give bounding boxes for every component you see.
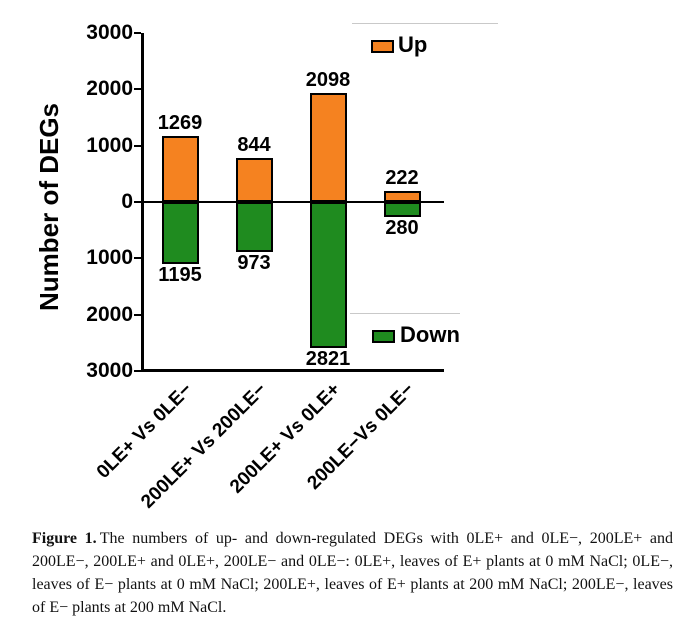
deg-bar-chart: Number of DEGs 3000 2000 1000 0 1000 2000 3000… [34,21,498,513]
y-axis-line [141,33,144,372]
y-tick-mark [134,369,141,372]
y-tick-label: 2000 [86,77,133,101]
y-tick-label: 2000 [86,302,133,326]
x-category-label: 200LE+ Vs 200LE− [137,379,271,513]
legend-down-swatch [372,330,395,343]
down-value-label: 2821 [305,348,351,371]
y-tick-label: 3000 [86,21,133,44]
down-value-label: 280 [385,216,419,239]
legend-up-box-edge [352,23,498,24]
bar-up-segment [383,190,421,202]
x-axis-line [141,369,444,372]
y-tick-label: 0 [121,189,133,213]
y-tick-mark [134,313,141,316]
y-tick-label: 1000 [86,133,133,157]
y-tick-label: 3000 [86,358,133,382]
legend-down-box-edge [350,313,460,314]
y-tick-mark [134,200,141,203]
up-value-label: 1269 [157,112,203,135]
legend-up-label: Up [398,32,428,57]
bar-down-segment [235,202,273,253]
y-tick-mark [134,144,141,147]
up-value-label: 2098 [305,69,351,92]
bar-up-segment [235,158,273,202]
figure-caption-text: The numbers of up- and down-regulated DE… [32,530,674,616]
legend-down-label: Down [400,322,460,347]
up-value-label: 222 [385,166,419,189]
y-tick-mark [134,257,141,260]
y-tick-label: 1000 [86,246,133,270]
figure-caption: Figure 1. The numbers of up- and down-reg… [32,527,673,617]
legend-up-swatch [371,40,394,53]
down-value-label: 1195 [158,263,202,286]
bar-down-segment [309,202,347,349]
y-tick-mark [134,88,141,91]
bar-up-segment [161,136,199,202]
figure-caption-label: Figure 1. [32,530,97,547]
up-value-label: 844 [237,134,271,157]
zero-baseline [144,201,444,203]
bar-down-segment [383,202,421,217]
bar-down-segment [161,202,199,264]
down-value-label: 973 [237,252,271,275]
bar-up-segment [309,93,347,202]
y-tick-mark [134,32,141,34]
